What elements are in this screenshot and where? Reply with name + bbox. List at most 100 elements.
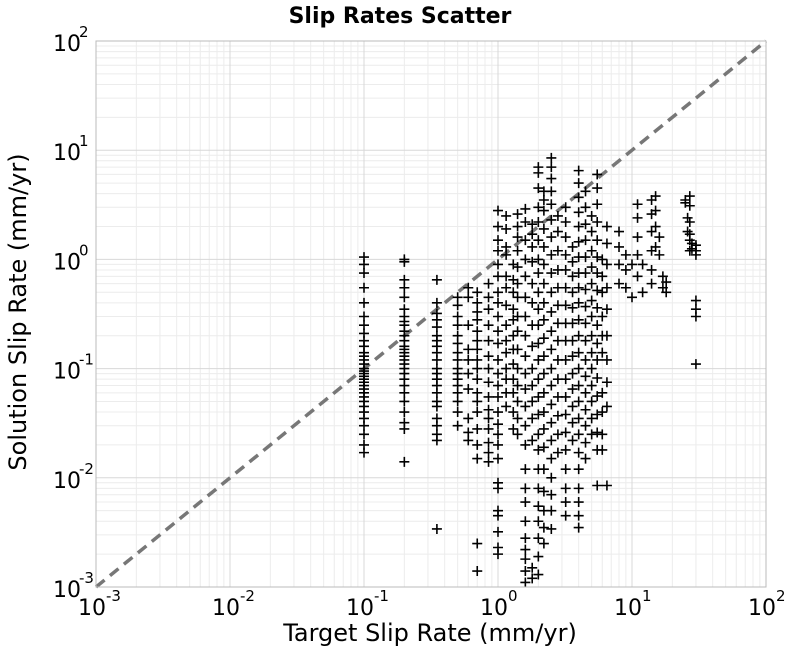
scatter-point xyxy=(463,435,474,446)
scatter-point xyxy=(573,396,584,407)
scatter-point xyxy=(463,282,474,293)
scatter-point xyxy=(520,516,531,527)
scatter-point xyxy=(573,413,584,424)
scatter-point xyxy=(452,396,463,407)
scatter-point xyxy=(501,401,512,412)
scatter-point xyxy=(580,202,591,213)
scatter-point xyxy=(463,292,474,303)
scatter-point xyxy=(538,223,549,234)
scatter-point xyxy=(501,271,512,282)
scatter-point xyxy=(560,464,571,475)
scatter-point xyxy=(493,245,503,256)
scatter-point xyxy=(512,232,523,243)
scatter-point xyxy=(399,396,410,407)
scatter-point xyxy=(520,351,531,362)
scatter-point xyxy=(520,203,531,214)
scatter-point xyxy=(533,391,544,402)
reference-line-y-equals-x xyxy=(94,39,768,589)
scatter-point xyxy=(520,464,531,475)
y-tick-exponent: 0 xyxy=(79,241,89,259)
scatter-point xyxy=(533,338,544,349)
scatter-point xyxy=(654,249,665,260)
scatter-point xyxy=(567,435,578,446)
scatter-point xyxy=(646,264,657,275)
scatter-point xyxy=(592,480,603,491)
scatter-point xyxy=(538,423,549,434)
scatter-point xyxy=(620,249,631,260)
scatter-point xyxy=(567,351,578,362)
scatter-point xyxy=(580,404,591,415)
scatter-point xyxy=(560,510,571,521)
scatter-point xyxy=(573,192,584,203)
scatter-point xyxy=(520,566,531,577)
scatter-point xyxy=(527,256,538,267)
scatter-point xyxy=(560,391,571,402)
scatter-point xyxy=(560,497,571,508)
scatter-point xyxy=(586,278,597,289)
scatter-point xyxy=(463,368,474,379)
scatter-point xyxy=(533,444,544,455)
scatter-point xyxy=(580,235,591,246)
scatter-point xyxy=(546,380,557,391)
scatter-point xyxy=(567,241,578,252)
scatter-point xyxy=(614,259,625,270)
scatter-point xyxy=(592,354,603,365)
scatter-point xyxy=(533,202,544,213)
x-tick-exponent: -2 xyxy=(240,587,255,605)
scatter-point xyxy=(493,549,503,560)
scatter-point xyxy=(431,401,442,412)
scatter-point xyxy=(359,311,369,322)
scatter-point xyxy=(654,232,665,243)
scatter-point xyxy=(580,301,591,312)
scatter-point xyxy=(533,235,544,246)
scatter-point xyxy=(431,297,442,308)
y-tick-exponent: 2 xyxy=(79,23,89,41)
scatter-point xyxy=(580,371,591,382)
scatter-point xyxy=(592,285,603,296)
scatter-point xyxy=(431,354,442,365)
scatter-point xyxy=(580,354,591,365)
scatter-point xyxy=(431,435,442,446)
scatter-point xyxy=(520,544,531,555)
scatter-point xyxy=(533,268,544,279)
y-tick-exponent: -3 xyxy=(79,569,94,587)
scatter-point xyxy=(533,409,544,420)
scatter-point xyxy=(533,320,544,331)
scatter-point xyxy=(546,363,557,374)
scatter-point xyxy=(684,217,695,228)
scatter-point xyxy=(586,363,597,374)
scatter-point xyxy=(527,435,538,446)
scatter-point xyxy=(601,377,612,388)
scatter-point xyxy=(501,223,512,234)
scatter-point xyxy=(359,447,369,458)
scatter-point xyxy=(501,363,512,374)
scatter-point xyxy=(592,338,603,349)
scatter-point xyxy=(601,480,612,491)
scatter-point xyxy=(533,287,544,298)
scatter-point xyxy=(527,363,538,374)
scatter-point xyxy=(627,292,637,303)
scatter-point xyxy=(359,268,369,279)
scatter-point xyxy=(527,229,538,240)
scatter-point xyxy=(520,217,531,228)
scatter-point xyxy=(533,501,544,512)
scatter-point xyxy=(560,374,571,385)
y-tick-label: 10 xyxy=(53,250,81,275)
scatter-point xyxy=(452,407,463,418)
scatter-point xyxy=(483,292,494,303)
scatter-point xyxy=(512,396,523,407)
scatter-point xyxy=(560,427,571,438)
scatter-point xyxy=(533,429,544,440)
y-tick-label: 10 xyxy=(53,141,81,166)
scatter-point xyxy=(580,437,591,448)
scatter-point xyxy=(431,322,442,333)
y-tick-exponent: -2 xyxy=(79,460,94,478)
scatter-point xyxy=(483,351,494,362)
scatter-point xyxy=(601,238,612,249)
scatter-point xyxy=(560,217,571,228)
y-tick-exponent: 1 xyxy=(79,132,89,150)
scatter-point xyxy=(567,256,578,267)
scatter-point xyxy=(483,363,494,374)
scatter-point xyxy=(483,413,494,424)
scatter-point xyxy=(472,566,483,577)
